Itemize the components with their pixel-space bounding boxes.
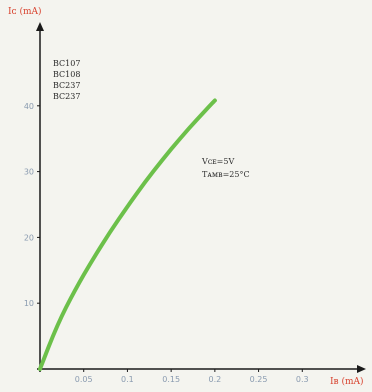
device-label: BC107 <box>53 59 80 68</box>
x-tick-label: 0.25 <box>250 375 268 384</box>
device-list: BC107 BC108 BC237 BC237 <box>53 59 80 101</box>
condition-vce: Vᴄᴇ=5V <box>201 157 234 166</box>
y-tick-label: 30 <box>24 168 34 177</box>
y-tick-label: 10 <box>24 299 34 308</box>
y-axis-label: Iᴄ (mA) <box>8 6 42 17</box>
x-axis-label: Iʙ (mA) <box>330 376 364 387</box>
series-line <box>38 98 217 371</box>
y-axis-arrow <box>36 22 44 31</box>
device-label: BC237 <box>53 92 80 101</box>
x-tick-label: 0.3 <box>296 375 309 384</box>
x-tick-label: 0.2 <box>208 375 221 384</box>
y-tick-label: 20 <box>24 233 34 242</box>
tick-marks: 0.05 0.1 0.15 0.2 0.25 0.3 10 20 30 40 <box>24 102 309 384</box>
x-tick-label: 0.1 <box>121 375 134 384</box>
x-tick-label: 0.15 <box>162 375 180 384</box>
device-label: BC237 <box>53 81 80 90</box>
device-label: BC108 <box>53 70 80 79</box>
curve-layer <box>38 98 217 371</box>
conditions: Vᴄᴇ=5V Tᴀᴍʙ=25°C <box>201 157 250 179</box>
axes <box>36 22 366 373</box>
x-axis-arrow <box>357 365 366 373</box>
x-tick-label: 0.05 <box>75 375 93 384</box>
condition-tamb: Tᴀᴍʙ=25°C <box>202 170 250 179</box>
y-tick-label: 40 <box>24 102 34 111</box>
